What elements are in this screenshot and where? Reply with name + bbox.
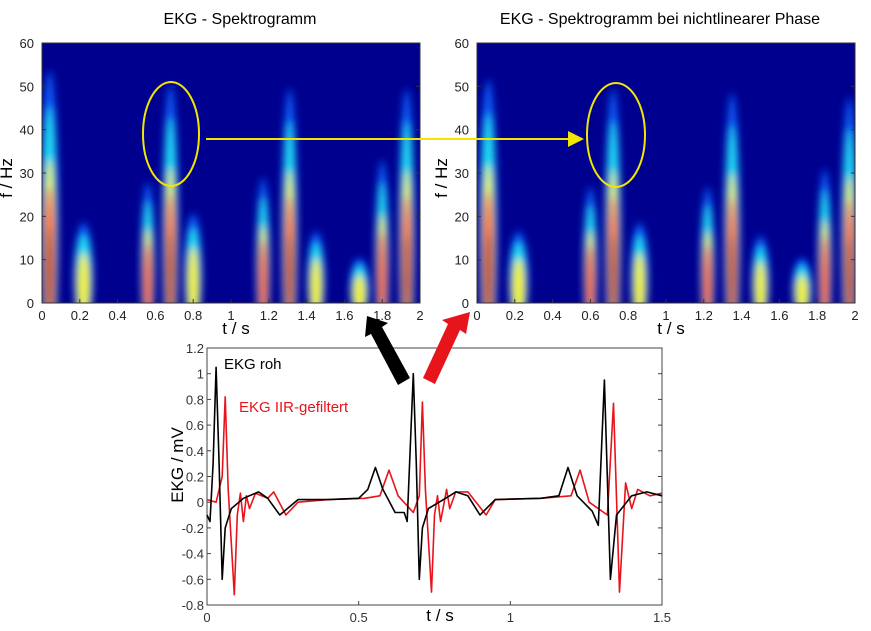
y-tick-label: 60 — [20, 36, 34, 51]
y-tick-label: 0 — [27, 296, 34, 311]
x-tick-label: 1.8 — [808, 308, 826, 323]
x-tick-label: 1.2 — [260, 308, 278, 323]
y-tick-label: 20 — [20, 209, 34, 224]
x-axis-label: t / s — [222, 319, 249, 338]
x-tick-label: 1.4 — [733, 308, 751, 323]
x-tick-label: 0.6 — [146, 308, 164, 323]
energy-burst — [583, 186, 598, 303]
y-tick-label: 60 — [455, 36, 469, 51]
x-tick-label: 0.8 — [184, 308, 202, 323]
y-tick-label: 0.8 — [186, 392, 204, 407]
chart-title: EKG - Spektrogramm bei nichtlinearer Pha… — [500, 11, 820, 28]
x-tick-label: 1.6 — [335, 308, 353, 323]
ekg-line-chart: 0 0.5 1 1.5 -0.8 -0.6 -0.4 -0.2 0 0.2 0.4 0.6 0.8 1 1.… — [168, 341, 671, 625]
energy-burst — [751, 236, 770, 303]
y-tick-label: 20 — [455, 209, 469, 224]
energy-burst — [724, 93, 740, 303]
y-axis-label: f / Hz — [432, 158, 451, 198]
y-tick-label: 0 — [197, 495, 204, 510]
x-tick-label: 0 — [473, 308, 480, 323]
x-tick-label: 0.4 — [544, 308, 562, 323]
heatmap-background — [477, 43, 855, 303]
x-tick-label: 0.5 — [350, 610, 368, 625]
energy-burst — [350, 258, 369, 303]
energy-burst — [141, 182, 155, 303]
energy-burst — [479, 79, 497, 303]
energy-burst — [184, 213, 202, 303]
x-tick-label: 1.8 — [373, 308, 391, 323]
highlight-ellipse-left — [142, 81, 200, 187]
energy-burst — [74, 222, 94, 303]
y-tick-label: -0.4 — [182, 547, 204, 562]
spectrogram-right: EKG - Spektrogramm bei nichtlinearer Pha… — [432, 11, 859, 338]
energy-burst — [399, 88, 415, 303]
x-tick-label: 0.2 — [506, 308, 524, 323]
x-tick-label: 0 — [38, 308, 45, 323]
energy-burst — [792, 258, 812, 303]
x-tick-label: 1 — [662, 308, 669, 323]
energy-burst — [631, 222, 649, 303]
energy-burst — [700, 186, 715, 303]
y-tick-label: 50 — [455, 79, 469, 94]
y-axis-label: EKG / mV — [168, 427, 187, 503]
y-tick-label: 0 — [462, 296, 469, 311]
highlight-ellipse-right — [586, 82, 646, 188]
energy-burst — [818, 169, 832, 303]
y-tick-label: -0.8 — [182, 598, 204, 613]
x-tick-label: 1 — [227, 308, 234, 323]
y-axis-label: f / Hz — [0, 158, 16, 198]
x-tick-label: 1.5 — [653, 610, 671, 625]
x-tick-label: 2 — [416, 308, 423, 323]
energy-burst — [162, 84, 179, 303]
y-tick-label: 30 — [455, 166, 469, 181]
plot-frame — [206, 347, 663, 606]
y-tick-label: 1.2 — [186, 341, 204, 356]
spectrogram-left: EKG - Spektrogramm 0 0.2 0.4 0.6 0.8 1 1.2 1.4 1… — [0, 11, 424, 338]
y-tick-label: 10 — [20, 253, 34, 268]
filtered-signal-arrow — [423, 312, 470, 384]
x-tick-label: 1.4 — [298, 308, 316, 323]
energy-burst — [307, 231, 325, 303]
x-tick-label: 1.6 — [770, 308, 788, 323]
energy-burst — [256, 178, 270, 303]
y-tick-label: 0.6 — [186, 418, 204, 433]
y-tick-label: 10 — [455, 253, 469, 268]
x-tick-label: 0.8 — [619, 308, 637, 323]
y-tick-label: 1 — [197, 367, 204, 382]
y-tick-label: -0.2 — [182, 521, 204, 536]
raw-signal-arrow — [365, 316, 410, 385]
series-raw-line — [206, 366, 663, 581]
x-tick-label: 0.4 — [109, 308, 127, 323]
y-tick-label: 30 — [20, 166, 34, 181]
energy-burst — [509, 231, 529, 303]
x-tick-label: 0 — [203, 610, 210, 625]
y-tick-label: 40 — [20, 123, 34, 138]
y-tick-label: 0.2 — [186, 470, 204, 485]
x-axis-label: t / s — [657, 319, 684, 338]
y-tick-label: 40 — [455, 123, 469, 138]
annotations — [142, 81, 646, 385]
x-tick-label: 2 — [851, 308, 858, 323]
y-tick-label: 0.4 — [186, 444, 204, 459]
y-tick-label: 50 — [20, 79, 34, 94]
x-tick-label: 0.2 — [71, 308, 89, 323]
legend-raw: EKG roh — [224, 356, 282, 373]
energy-burst — [375, 160, 389, 303]
energy-burst — [605, 88, 621, 303]
x-tick-label: 0.6 — [581, 308, 599, 323]
energy-burst — [841, 97, 855, 303]
y-tick-label: -0.6 — [182, 572, 204, 587]
energy-burst — [282, 88, 298, 303]
series-filtered-line — [206, 395, 663, 596]
energy-burst — [42, 70, 59, 303]
x-tick-label: 1 — [507, 610, 514, 625]
legend-filtered: EKG IIR-gefiltert — [239, 399, 349, 416]
chart-title: EKG - Spektrogramm — [164, 11, 317, 28]
x-tick-label: 1.2 — [695, 308, 713, 323]
x-axis-label: t / s — [426, 606, 453, 625]
